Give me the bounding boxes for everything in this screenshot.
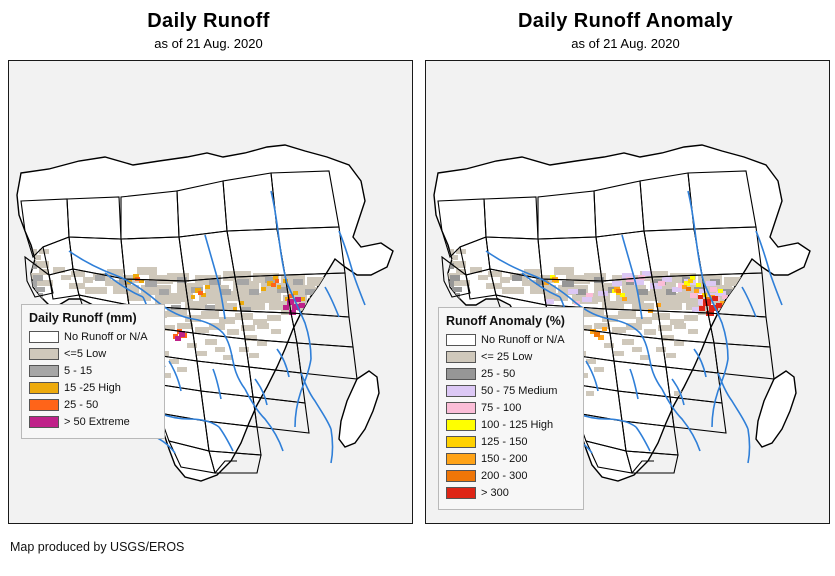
legend-label: <=5 Low [64, 348, 107, 360]
legend-swatch [29, 416, 59, 428]
legend-label: No Runoff or N/A [64, 331, 148, 343]
legend-swatch [446, 385, 476, 397]
legend-item[interactable]: No Runoff or N/A [446, 332, 575, 348]
map-canvas-daily-runoff[interactable]: Daily Runoff (mm) No Runoff or N/A <=5 L… [8, 60, 413, 524]
legend-item[interactable]: <=5 Low [29, 346, 156, 362]
legend-label: 125 - 150 [481, 436, 528, 448]
page-title-daily-runoff-anomaly: Daily Runoff Anomaly [517, 10, 734, 32]
page-title-daily-runoff: Daily Runoff [147, 10, 270, 32]
legend-item[interactable]: 5 - 15 [29, 363, 156, 379]
map-canvas-daily-runoff-anomaly[interactable]: Runoff Anomaly (%) No Runoff or N/A <= 2… [425, 60, 830, 524]
legend-swatch [446, 487, 476, 499]
legend-label: 50 - 75 Medium [481, 385, 558, 397]
runoff-raster [25, 249, 335, 384]
africa-map-anomaly [433, 144, 811, 482]
legend-label: 5 - 15 [64, 365, 93, 377]
legend-label: <= 25 Low [481, 351, 533, 363]
legend-swatch [446, 436, 476, 448]
map-credit: Map produced by USGS/EROS [10, 540, 185, 554]
legend-label: 25 - 50 [64, 399, 99, 411]
legend-swatch [446, 368, 476, 380]
legend-label: > 50 Extreme [64, 416, 130, 428]
legend-swatch [446, 453, 476, 465]
legend-swatch [29, 365, 59, 377]
legend-item[interactable]: 200 - 300 [446, 468, 575, 484]
legend-swatch [446, 402, 476, 414]
page-subtitle-daily-runoff-anomaly: as of 21 Aug. 2020 [571, 36, 680, 51]
legend-label: 200 - 300 [481, 470, 528, 482]
legend-item[interactable]: 15 -25 High [29, 380, 156, 396]
panel-daily-runoff: Daily Runoff as of 21 Aug. 2020 [0, 0, 417, 576]
legend-title: Daily Runoff (mm) [29, 311, 137, 325]
rivers [485, 190, 783, 464]
legend-swatch [29, 399, 59, 411]
legend-swatch [29, 331, 59, 343]
legend-swatch [446, 351, 476, 363]
legend-item[interactable]: 25 - 50 [29, 397, 156, 413]
legend-label: No Runoff or N/A [481, 334, 565, 346]
legend-label: > 300 [481, 487, 509, 499]
legend-label: 100 - 125 High [481, 419, 554, 431]
legend-swatch [446, 334, 476, 346]
legend-item[interactable]: 150 - 200 [446, 451, 575, 467]
runoff-class-extreme [175, 297, 305, 341]
legend-swatch [29, 348, 59, 360]
legend-item[interactable]: 50 - 75 Medium [446, 383, 575, 399]
legend-item[interactable]: > 50 Extreme [29, 414, 156, 430]
legend-label: 15 -25 High [64, 382, 121, 394]
legend-label: 150 - 200 [481, 453, 528, 465]
page-subtitle-daily-runoff: as of 21 Aug. 2020 [154, 36, 263, 51]
legend-item[interactable]: No Runoff or N/A [29, 329, 156, 345]
legend-runoff-anomaly: Runoff Anomaly (%) No Runoff or N/A <= 2… [438, 307, 584, 510]
legend-title: Runoff Anomaly (%) [446, 314, 565, 328]
legend-item[interactable]: 25 - 50 [446, 366, 575, 382]
panel-daily-runoff-anomaly: Daily Runoff Anomaly as of 21 Aug. 2020 [417, 0, 834, 576]
legend-item[interactable]: 75 - 100 [446, 400, 575, 416]
legend-label: 25 - 50 [481, 368, 516, 380]
legend-swatch [446, 419, 476, 431]
legend-daily-runoff: Daily Runoff (mm) No Runoff or N/A <=5 L… [21, 304, 165, 439]
legend-item[interactable]: 125 - 150 [446, 434, 575, 450]
legend-item[interactable]: <= 25 Low [446, 349, 575, 365]
africa-map-runoff [16, 144, 394, 482]
legend-swatch [29, 382, 59, 394]
legend-item[interactable]: > 300 [446, 485, 575, 501]
legend-swatch [446, 470, 476, 482]
legend-label: 75 - 100 [481, 402, 522, 414]
legend-item[interactable]: 100 - 125 High [446, 417, 575, 433]
